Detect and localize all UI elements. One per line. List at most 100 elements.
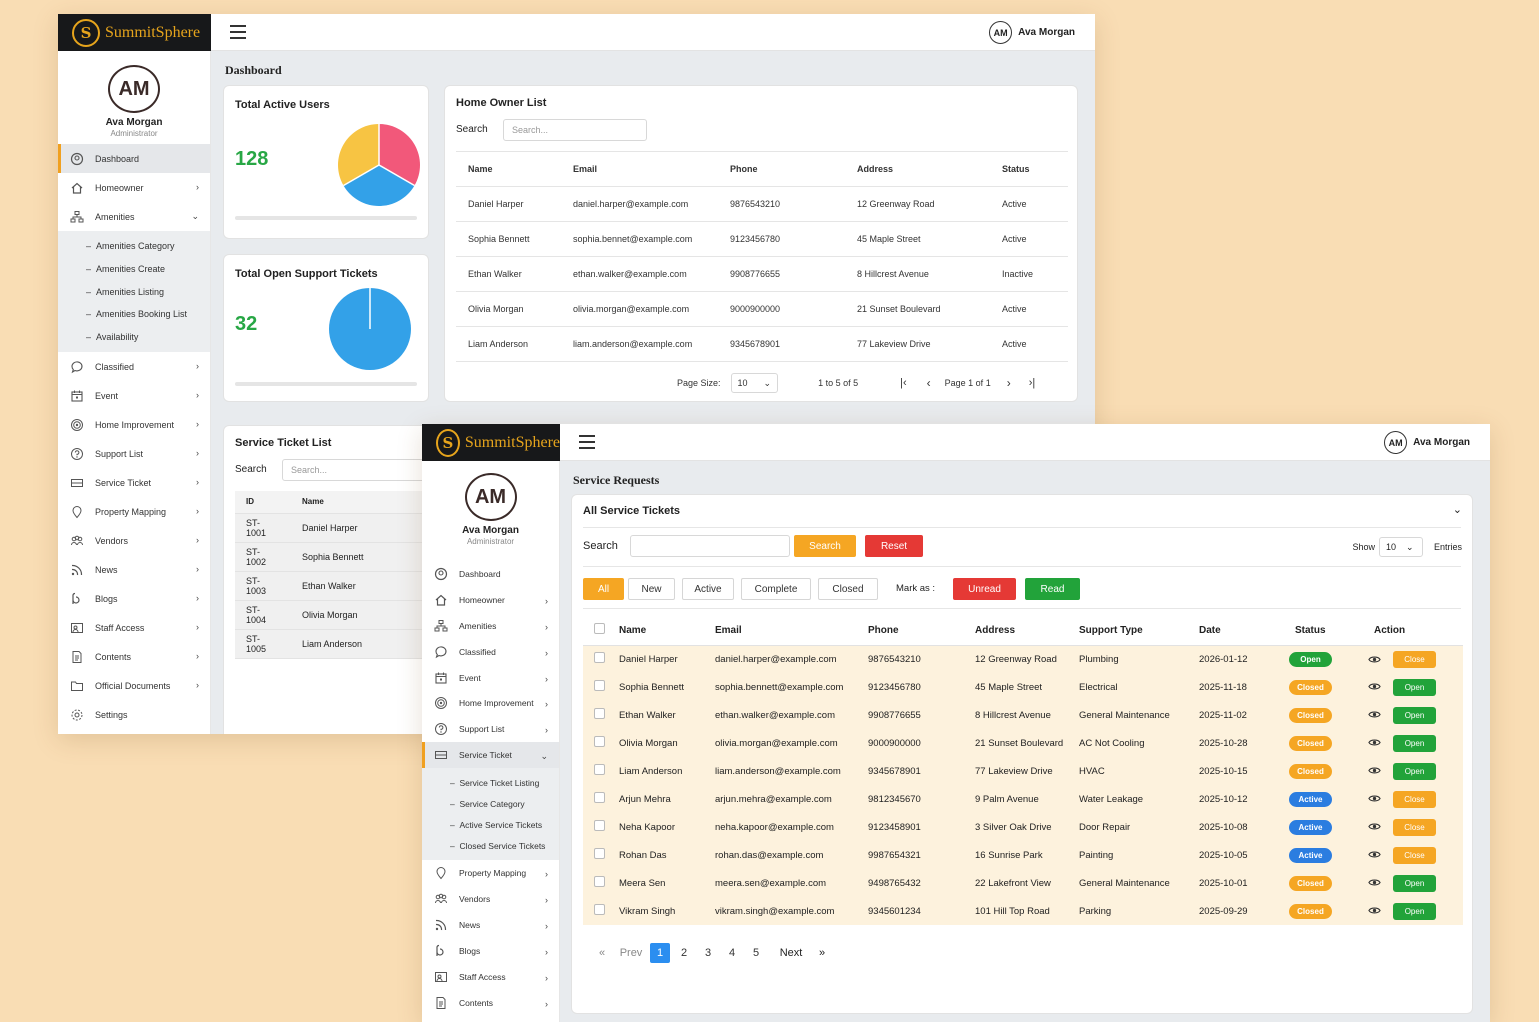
open-ticket-button[interactable]: Open (1393, 902, 1436, 920)
filter-tab-closed[interactable]: Closed (818, 578, 878, 600)
brand-logo[interactable]: S SummitSphere (58, 14, 211, 51)
close-ticket-button[interactable]: Close (1393, 650, 1436, 668)
table-row[interactable]: Daniel Harper daniel.harper@example.com 98… (583, 645, 1463, 673)
sidebar-item-vendors[interactable]: Vendors › (58, 526, 210, 555)
search-input[interactable] (630, 535, 790, 557)
page-link-1[interactable]: 1 (650, 943, 670, 963)
table-row[interactable]: Olivia Morgan olivia.morgan@example.com 90… (583, 729, 1463, 757)
page-link-2[interactable]: 2 (680, 947, 688, 959)
column-header-action[interactable]: Action (1360, 616, 1463, 646)
user-menu[interactable]: AM Ava Morgan (1384, 431, 1470, 454)
column-header-name[interactable]: Name (456, 152, 561, 187)
sidebar-item-classified[interactable]: Classified › (422, 639, 559, 665)
row-checkbox[interactable] (594, 876, 605, 887)
view-eye-icon[interactable] (1368, 878, 1381, 887)
prev-page-link[interactable]: Prev (619, 947, 643, 959)
submenu-item-amenities-listing[interactable]: – Amenities Listing (86, 286, 165, 297)
close-ticket-button[interactable]: Close (1393, 846, 1436, 864)
submenu-item-availability[interactable]: – Availability (86, 332, 139, 343)
next-page-icon[interactable]: › (1006, 376, 1011, 390)
column-header-status[interactable]: Status (1281, 616, 1360, 646)
sidebar-item-property-mapping[interactable]: Property Mapping › (422, 860, 559, 886)
row-checkbox[interactable] (594, 652, 605, 664)
sidebar-item-staff-access[interactable]: Staff Access › (58, 613, 210, 642)
filter-tab-new[interactable]: New (628, 578, 675, 600)
submenu-item-amenities-category[interactable]: – Amenities Category (86, 241, 175, 252)
prev-page-icon[interactable]: ‹ (926, 376, 931, 390)
open-ticket-button[interactable]: Open (1393, 706, 1436, 724)
page-link-5[interactable]: 5 (752, 947, 760, 959)
view-eye-icon[interactable] (1368, 710, 1381, 719)
column-header-phone[interactable]: Phone (862, 616, 969, 646)
sidebar-item-blogs[interactable]: Blogs › (58, 584, 210, 613)
column-header-id[interactable]: ID (235, 491, 291, 514)
view-eye-icon[interactable] (1368, 850, 1381, 859)
sidebar-item-service-ticket[interactable]: Service Ticket › (58, 468, 210, 497)
view-eye-icon[interactable] (1368, 822, 1381, 831)
sidebar-item-dashboard[interactable]: Dashboard (422, 561, 559, 587)
sidebar-item-vendors[interactable]: Vendors › (422, 886, 559, 912)
table-row[interactable]: ST-1001 Daniel Harper (235, 513, 445, 543)
filter-tab-all[interactable]: All (583, 578, 624, 600)
table-row[interactable]: Ethan Walker ethan.walker@example.com 9908… (456, 256, 1068, 292)
reset-button[interactable]: Reset (865, 535, 923, 557)
close-ticket-button[interactable]: Close (1393, 818, 1436, 836)
table-row[interactable]: Daniel Harper daniel.harper@example.com 98… (456, 186, 1068, 222)
table-row[interactable]: Rohan Das rohan.das@example.com 9987654321… (583, 841, 1463, 869)
page-link-3[interactable]: 3 (704, 947, 712, 959)
row-checkbox[interactable] (594, 848, 605, 859)
column-header-phone[interactable]: Phone (718, 152, 845, 187)
mark-unread-button[interactable]: Unread (953, 578, 1016, 600)
table-row[interactable]: Liam Anderson liam.anderson@example.com 93… (456, 326, 1068, 362)
sidebar-item-service-ticket[interactable]: Service Ticket ⌄ (422, 742, 559, 769)
last-page-link[interactable]: » (818, 947, 826, 959)
view-eye-icon[interactable] (1368, 906, 1381, 915)
column-header-address[interactable]: Address (969, 616, 1073, 646)
user-menu[interactable]: AM Ava Morgan (989, 21, 1075, 44)
table-row[interactable]: ST-1003 Ethan Walker (235, 571, 445, 601)
sidebar-item-amenities[interactable]: Amenities ⌄ (58, 202, 210, 231)
column-header-status[interactable]: Status (990, 152, 1068, 187)
search-button[interactable]: Search (794, 535, 856, 557)
home-owner-search-input[interactable]: Search... (503, 119, 647, 141)
sidebar-item-amenities[interactable]: Amenities › (422, 613, 559, 639)
sidebar-item-support-list[interactable]: Support List › (58, 439, 210, 468)
page-size-select[interactable]: 10 ⌄ (730, 373, 779, 393)
view-eye-icon[interactable] (1368, 794, 1381, 803)
next-page-link[interactable]: Next (779, 947, 803, 959)
service-ticket-search-input[interactable]: Search... (282, 459, 442, 481)
menu-toggle-icon[interactable] (579, 434, 595, 450)
row-checkbox[interactable] (594, 708, 605, 719)
column-header-email[interactable]: Email (709, 616, 862, 646)
sidebar-item-blogs[interactable]: Blogs › (422, 938, 559, 964)
sidebar-item-classified[interactable]: Classified › (58, 352, 210, 381)
column-header-date[interactable]: Date (1193, 616, 1281, 646)
table-row[interactable]: ST-1005 Liam Anderson (235, 629, 445, 659)
table-row[interactable]: Sophia Bennett sophia.bennett@example.com… (583, 673, 1463, 701)
sidebar-item-official-documents[interactable]: Official Documents › (58, 671, 210, 700)
last-page-icon[interactable]: ›| (1028, 377, 1036, 389)
column-header-name[interactable]: Name (613, 616, 709, 646)
open-ticket-button[interactable]: Open (1393, 734, 1436, 752)
page-link-4[interactable]: 4 (728, 947, 736, 959)
column-header-address[interactable]: Address (845, 152, 990, 187)
row-checkbox[interactable] (594, 680, 605, 691)
brand-logo[interactable]: S SummitSphere (422, 424, 560, 461)
submenu-item-service-category[interactable]: – Service Category (450, 798, 525, 809)
view-eye-icon[interactable] (1368, 738, 1381, 747)
first-page-link[interactable]: « (598, 947, 606, 959)
column-header-email[interactable]: Email (561, 152, 718, 187)
sidebar-item-support-list[interactable]: Support List › (422, 716, 559, 742)
open-ticket-button[interactable]: Open (1393, 874, 1436, 892)
sidebar-item-news[interactable]: News › (422, 912, 559, 938)
open-ticket-button[interactable]: Open (1393, 762, 1436, 780)
sidebar-item-event[interactable]: Event › (422, 665, 559, 691)
mark-read-button[interactable]: Read (1025, 578, 1080, 600)
open-ticket-button[interactable]: Open (1393, 678, 1436, 696)
table-row[interactable]: Ethan Walker ethan.walker@example.com 9908… (583, 701, 1463, 729)
column-header-support-type[interactable]: Support Type (1073, 616, 1193, 646)
submenu-item-active-service-tickets[interactable]: – Active Service Tickets (450, 819, 543, 830)
sidebar-item-homeowner[interactable]: Homeowner › (58, 173, 210, 202)
row-checkbox[interactable] (594, 792, 605, 803)
sidebar-item-contents[interactable]: Contents › (422, 990, 559, 1016)
